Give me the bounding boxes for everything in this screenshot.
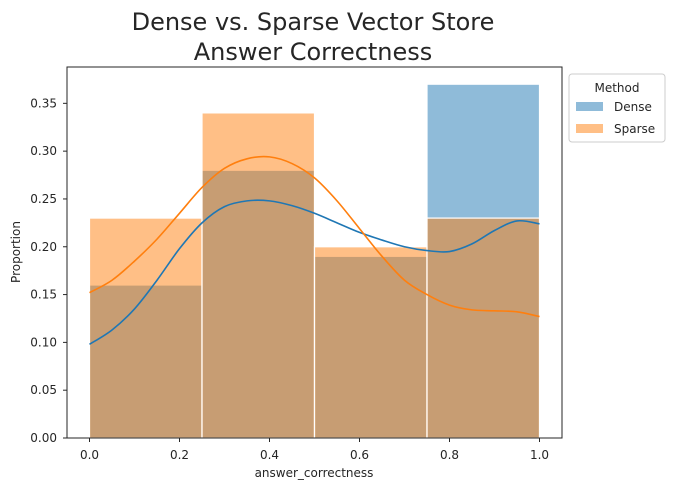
bar-sparse-1 [201, 112, 316, 439]
legend-swatch-sparse [576, 124, 603, 133]
x-tick-label: 0.8 [440, 448, 459, 462]
legend: Method Dense Sparse [568, 73, 666, 143]
plot-frame [66, 66, 563, 439]
y-tick-label: 0.10 [30, 335, 57, 349]
y-tick-label: 0.05 [30, 383, 57, 397]
kde-line-dense [89, 199, 540, 345]
kde-line-sparse [89, 155, 540, 318]
y-tick-label: 0.20 [30, 240, 57, 254]
x-tick-label: 0.6 [350, 448, 369, 462]
y-tick-label: 0.35 [30, 96, 57, 110]
legend-swatch-dense [576, 102, 603, 111]
y-tick-label: 0.15 [30, 288, 57, 302]
chart-title-line1: Dense vs. Sparse Vector Store [132, 8, 495, 36]
x-tick-label: 0.2 [170, 448, 189, 462]
x-tick-label: 1.0 [530, 448, 549, 462]
bar-sparse-3 [426, 217, 541, 439]
y-tick-label: 0.30 [30, 144, 57, 158]
y-axis-label: Proportion [9, 221, 23, 283]
x-axis-label: answer_correctness [255, 466, 374, 480]
legend-label-dense: Dense [614, 100, 652, 114]
bar-sparse-0 [88, 217, 203, 439]
chart-title-line2: Answer Correctness [194, 38, 433, 66]
bar-sparse-2 [313, 246, 428, 439]
x-tick-label: 0.0 [80, 448, 99, 462]
legend-title: Method [594, 81, 639, 95]
x-tick-label: 0.4 [260, 448, 279, 462]
legend-label-sparse: Sparse [614, 122, 655, 136]
y-tick-label: 0.00 [30, 431, 57, 445]
y-tick-label: 0.25 [30, 192, 57, 206]
